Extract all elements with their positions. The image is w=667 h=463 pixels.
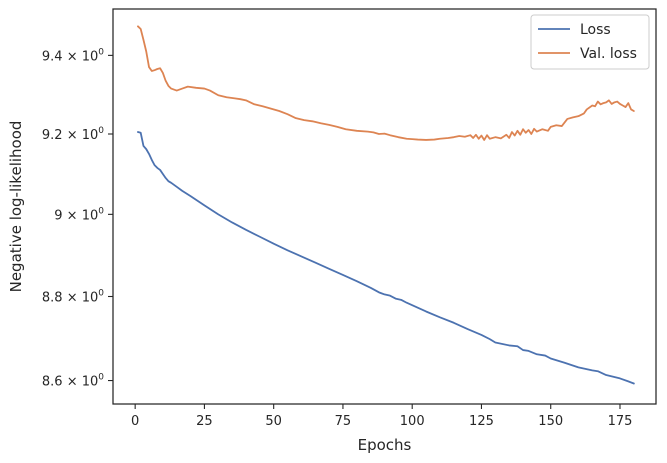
- legend-label-loss: Loss: [580, 22, 611, 38]
- x-tick-label: 0: [131, 414, 139, 429]
- series-layer: [137, 25, 635, 385]
- series-line-val-loss: [137, 25, 635, 141]
- x-axis: 0 25 50 75 100 125 150 175: [131, 404, 632, 429]
- y-tick-label: 9.4 × 100: [42, 47, 104, 64]
- x-tick-label: 50: [265, 414, 282, 429]
- x-axis-title: Epochs: [358, 436, 412, 454]
- y-tick-label: 9 × 100: [54, 206, 104, 223]
- x-tick-label: 125: [469, 414, 494, 429]
- y-axis: 8.6 × 100 8.8 × 100 9 × 100 9.2 × 100 9.4 × …: [42, 47, 113, 390]
- legend-label-val-loss: Val. loss: [580, 46, 637, 62]
- plot-area: [113, 9, 656, 404]
- y-tick-label: 8.8 × 100: [42, 289, 104, 306]
- y-tick-label: 8.6 × 100: [42, 373, 104, 390]
- plot-frame: [112, 8, 657, 405]
- x-tick-label: 75: [335, 414, 352, 429]
- legend: Loss Val. loss: [530, 14, 650, 70]
- y-axis-title: Negative log-likelihood: [7, 121, 25, 293]
- y-tick-label: 9.2 × 100: [42, 126, 104, 143]
- x-tick-label: 175: [608, 414, 633, 429]
- x-tick-label: 100: [400, 414, 425, 429]
- series-line-loss: [137, 131, 635, 385]
- x-tick-label: 25: [196, 414, 213, 429]
- x-tick-label: 150: [538, 414, 563, 429]
